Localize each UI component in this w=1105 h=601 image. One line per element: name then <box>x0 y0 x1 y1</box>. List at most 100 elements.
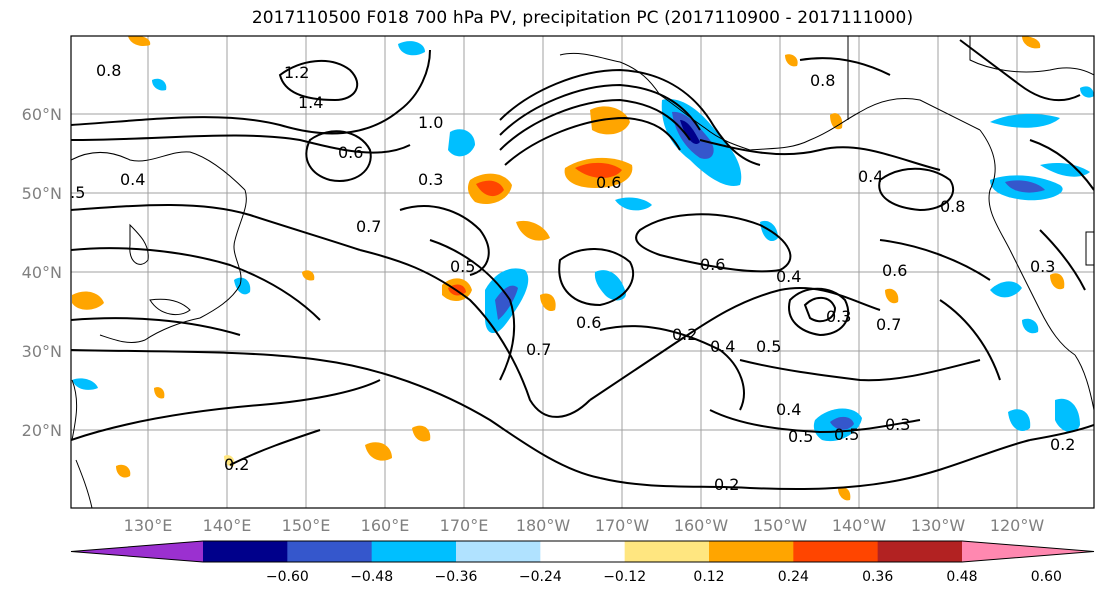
lat-tick-label: 50°N <box>22 184 62 203</box>
precip-neg-1 <box>448 129 475 157</box>
lat-tick-label: 60°N <box>22 105 62 124</box>
contour-label: 0.3 <box>826 307 851 326</box>
precip-pos-4 <box>412 425 431 442</box>
precip-pos-11 <box>1022 36 1041 49</box>
contour-label: 0.2 <box>714 475 739 494</box>
precip-neg-4 <box>615 197 652 211</box>
precip-pos-ak-n <box>590 106 630 135</box>
precip-neg-3 <box>594 270 626 301</box>
precip-neg-mid-core <box>495 285 518 320</box>
pv-contours <box>71 39 1094 491</box>
precip-pos-15 <box>785 54 798 67</box>
lon-tick-label: 150°E <box>282 516 331 535</box>
colorbar-tick-label: 0.24 <box>778 569 809 585</box>
colorbar-tick-label: 0.60 <box>1031 569 1062 585</box>
page-title: 2017110500 F018 700 hPa PV, precipitatio… <box>251 8 914 28</box>
contour-label: 0.8 <box>810 71 835 90</box>
precip-neg-6b <box>830 416 854 430</box>
contour-label: 0.6 <box>576 313 601 332</box>
colorbar-extend-max <box>962 541 1094 562</box>
lon-tick-label: 140°E <box>203 516 252 535</box>
precip-neg-2 <box>398 41 425 56</box>
colorbar-bin <box>203 541 288 562</box>
precip-neg-14 <box>1080 86 1094 98</box>
precip-pos-west-core <box>476 180 504 197</box>
contour-label: 0.5 <box>60 183 85 202</box>
contour-label: 0.4 <box>858 167 883 186</box>
colorbar-bin <box>456 541 541 562</box>
precip-pos-aleut-core <box>575 162 622 178</box>
colorbar-tick-label: 0.36 <box>862 569 893 585</box>
contour-label: 0.5 <box>834 425 859 444</box>
precip-neg-bc-core <box>1005 180 1045 193</box>
gridlines <box>71 36 1094 508</box>
precip-pos-3 <box>365 442 392 461</box>
colorbar-bin <box>877 541 963 562</box>
lat-axis: 60°N 50°N 40°N 30°N 20°N <box>22 105 62 440</box>
contour-label: 0.6 <box>882 261 907 280</box>
colorbar-tick-label: −0.12 <box>603 569 646 585</box>
precip-pos-5 <box>72 291 104 310</box>
contour-label: 0.7 <box>876 315 901 334</box>
precip-pos-1 <box>516 220 550 241</box>
contour-label: 0.8 <box>96 61 121 80</box>
precip-neg-11 <box>152 78 167 91</box>
precip-neg-ne <box>990 113 1060 128</box>
colorbar-bin <box>624 541 710 562</box>
precip-pos-13 <box>838 487 851 501</box>
contour-labels: 0.8 1.2 1.4 0.5 0.4 0.7 0.6 1.0 0.3 0.5 … <box>60 61 1075 494</box>
contour-label: 0.7 <box>356 217 381 236</box>
lon-tick-label: 120°W <box>990 516 1045 535</box>
colorbar-tick-label: −0.24 <box>519 569 562 585</box>
precip-shading <box>72 36 1094 501</box>
precip-neg-8 <box>1055 398 1080 433</box>
contour-label: 0.2 <box>1050 435 1075 454</box>
contour-label: 0.2 <box>672 325 697 344</box>
lon-tick-label: 140°W <box>832 516 887 535</box>
colorbar-extend-min <box>71 541 203 562</box>
contour-label: 0.5 <box>756 337 781 356</box>
colorbar-tick-label: −0.60 <box>266 569 309 585</box>
colorbar-tick-label: −0.36 <box>435 569 478 585</box>
colorbar-outline <box>70 540 1095 563</box>
contour-label: 0.4 <box>776 267 801 286</box>
colorbar-tick-label: −0.48 <box>350 569 393 585</box>
lon-tick-label: 170°E <box>440 516 489 535</box>
lon-tick-label: 160°E <box>361 516 410 535</box>
precip-pos-12 <box>302 270 315 281</box>
colorbar-tick-label: 0.48 <box>946 569 977 585</box>
precip-neg-9 <box>990 281 1022 298</box>
contour-label: 0.4 <box>710 337 735 356</box>
contour-label: 1.0 <box>418 113 443 132</box>
lat-tick-label: 40°N <box>22 263 62 282</box>
precip-pos-7 <box>830 113 843 130</box>
precip-pos-9 <box>1050 273 1065 290</box>
precip-neg-10 <box>234 277 251 295</box>
lat-tick-label: 30°N <box>22 342 62 361</box>
contour-label: 1.4 <box>298 93 323 112</box>
lat-tick-label: 20°N <box>22 421 62 440</box>
contour-label: 0.3 <box>885 415 910 434</box>
contour-label: 0.6 <box>700 255 725 274</box>
colorbar-tick-label: 0.12 <box>693 569 724 585</box>
lon-tick-label: 150°W <box>753 516 808 535</box>
contour-label: 0.8 <box>940 197 965 216</box>
colorbar-bin <box>287 541 373 562</box>
colorbar-bin <box>709 541 794 562</box>
contour-label: 0.4 <box>776 400 801 419</box>
contour-label: 1.2 <box>284 63 309 82</box>
precip-neg-7 <box>1008 409 1031 432</box>
precip-neg-east <box>1040 162 1090 177</box>
contour-label: 0.6 <box>596 173 621 192</box>
precip-neg-alaska-deep <box>680 120 700 144</box>
colorbar-bin <box>371 541 457 562</box>
lon-tick-label: 130°E <box>124 516 173 535</box>
colorbar-bin <box>540 541 626 562</box>
lon-tick-label: 160°W <box>674 516 729 535</box>
contour-label: 0.4 <box>120 170 145 189</box>
precip-neg-13 <box>1022 318 1039 334</box>
lon-tick-label: 170°W <box>595 516 650 535</box>
lon-tick-label: 180°W <box>516 516 571 535</box>
lon-axis: 130°E 140°E 150°E 160°E 170°E 180°W 170°… <box>124 516 1045 535</box>
